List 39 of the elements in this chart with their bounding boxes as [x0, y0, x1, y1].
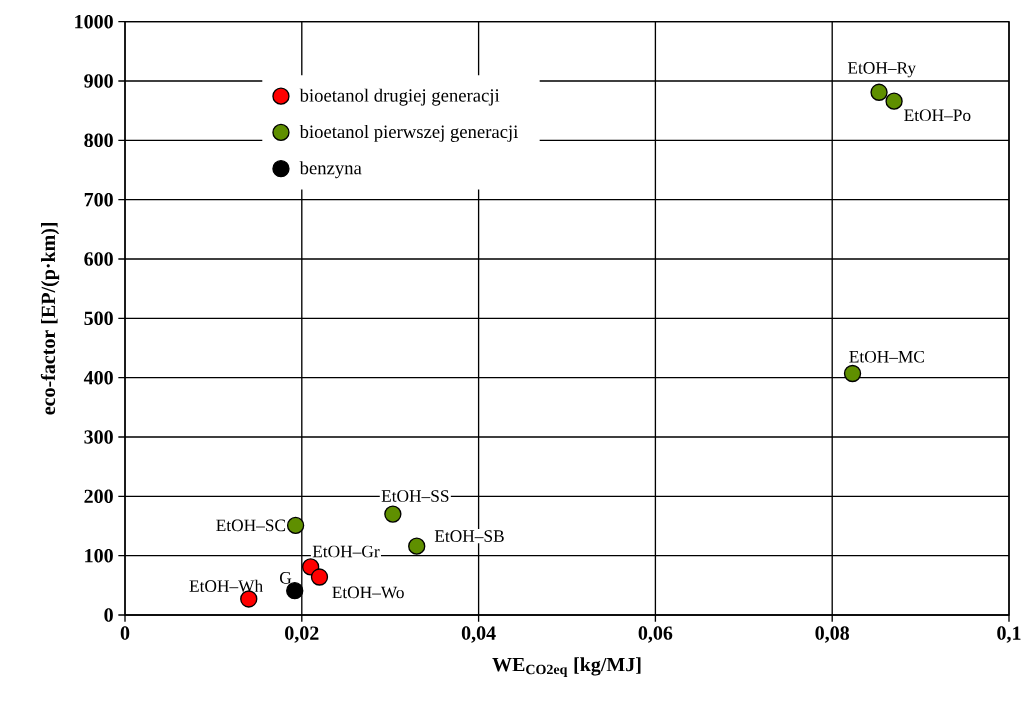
- annotation: EtOH–Wo: [332, 586, 404, 599]
- y-axis-title: eco-factor [EP/(p·km)]: [40, 222, 60, 415]
- point: [310, 568, 329, 586]
- annotation: EtOH–SB: [434, 530, 504, 542]
- y-tick-label: 100: [85, 548, 113, 563]
- y-tick-label: 400: [83, 370, 113, 385]
- annotation: EtOH–Gr: [312, 545, 380, 558]
- point: [286, 516, 305, 535]
- legend-label: bioetanol drugiej generacji: [299, 88, 500, 106]
- x-tick-label: 0: [120, 626, 130, 640]
- x-tick-label: 0,02: [285, 626, 319, 643]
- annotation: EtOH–Wh: [189, 579, 263, 593]
- y-tick-label: 0: [104, 608, 113, 622]
- y-tick-label: 500: [84, 311, 113, 326]
- x-tick-label: 0,1: [997, 626, 1021, 643]
- point: [870, 83, 888, 101]
- point: [843, 364, 862, 383]
- y-tick-label: 900: [84, 74, 113, 88]
- annotation: EtOH–SC: [216, 519, 286, 532]
- point: [885, 92, 903, 110]
- point: [408, 537, 426, 555]
- x-tick-label: 0,06: [638, 626, 673, 643]
- annotation: EtOH–MC: [849, 350, 924, 363]
- legend-label: bioetanol pierwszej generacji: [299, 124, 519, 142]
- annotation: EtOH–Ry: [847, 62, 916, 78]
- x-axis-title: WE$_{CO2eq}$ [kg/MJ]: [492, 657, 641, 677]
- annotation: EtOH–SS: [381, 490, 449, 502]
- x-tick-label: 0,08: [815, 626, 850, 643]
- y-tick-label: 600: [84, 252, 113, 266]
- annotation: EtOH–Po: [904, 109, 971, 122]
- legend-label: benzyna: [299, 161, 362, 179]
- annotation: G: [279, 572, 292, 584]
- y-tick-label: 300: [84, 430, 113, 444]
- y-tick-label: 800: [84, 133, 113, 148]
- point: [384, 505, 402, 523]
- y-tick-label: 700: [84, 192, 113, 207]
- y-tick-label: 200: [84, 489, 113, 504]
- x-tick-label: 0,04: [461, 626, 496, 643]
- y-tick-label: 1000: [75, 14, 113, 29]
